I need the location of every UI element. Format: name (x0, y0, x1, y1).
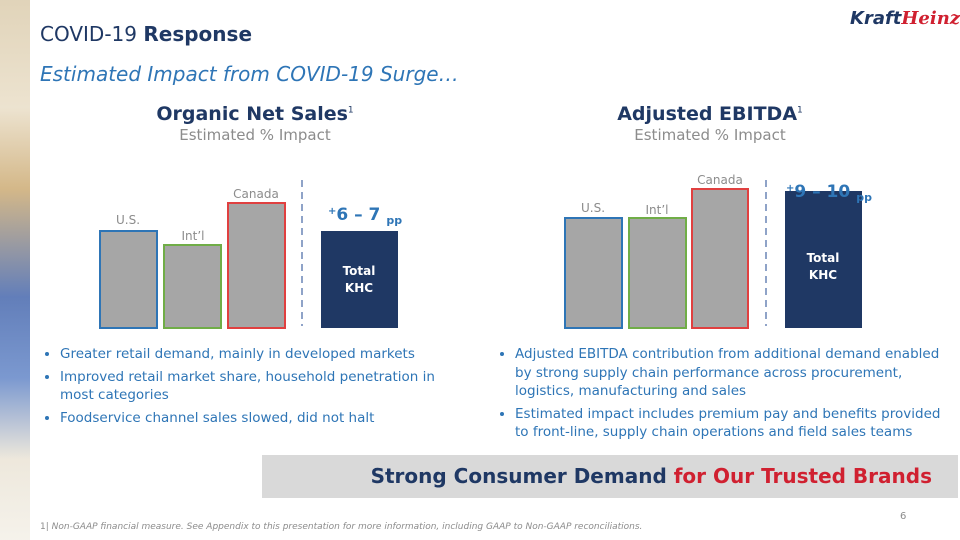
bar (628, 217, 687, 329)
bar-label: Int’l (646, 203, 669, 217)
background-strip (0, 0, 30, 540)
bar (99, 230, 158, 329)
impact-label: +6 – 7 pp (328, 205, 402, 227)
footnote: 1| Non-GAAP financial measure. See Appen… (40, 522, 642, 532)
logo: KraftHeinz (850, 8, 960, 29)
bullet: Adjusted EBITDA contribution from additi… (515, 345, 955, 401)
right-bullets: Adjusted EBITDA contribution from additi… (497, 345, 955, 446)
total-bar (785, 191, 862, 328)
title-bold: Response (143, 22, 253, 46)
bar (564, 217, 623, 329)
impact-range: 6 – 7 (336, 205, 380, 225)
banner-part: Strong Consumer Demand (370, 464, 667, 488)
logo-b: Heinz (901, 8, 960, 29)
bar (227, 202, 286, 329)
bullet: Improved retail market share, household … (60, 368, 440, 405)
banner-text: Strong Consumer Demand for Our Trusted B… (371, 464, 932, 488)
bar-label: U.S. (116, 213, 140, 227)
impact-label: +9 – 10 pp (786, 182, 872, 204)
bar (163, 244, 222, 329)
total-label: Total (807, 251, 840, 265)
total-bar (321, 231, 398, 328)
bullet: Estimated impact includes premium pay an… (515, 405, 955, 442)
total-label: KHC (345, 281, 373, 295)
footnote-ref: 1 (797, 105, 803, 116)
banner: Strong Consumer Demand for Our Trusted B… (262, 455, 958, 498)
heading-text: Adjusted EBITDA (617, 103, 798, 125)
right-heading: Adjusted EBITDA1 (580, 103, 840, 125)
heading-text: Organic Net Sales (156, 103, 348, 125)
left-bullets: Greater retail demand, mainly in develop… (42, 345, 440, 431)
title: COVID-19 Response (40, 22, 252, 46)
title-text: COVID-19 (40, 22, 138, 46)
impact-sign: + (328, 206, 336, 217)
total-label: KHC (809, 268, 837, 282)
footnote-ref: 1| (40, 522, 49, 532)
footnote-ref: 1 (347, 105, 354, 116)
banner-part: for Our Trusted Brands (673, 464, 932, 488)
bar-label: Int’l (182, 229, 205, 243)
impact-sign: + (786, 183, 794, 194)
left-heading: Organic Net Sales1 (125, 103, 385, 125)
impact-unit: pp (386, 214, 402, 227)
logo-a: Kraft (850, 8, 902, 29)
bar-label: Canada (697, 173, 743, 187)
page-number: 6 (900, 511, 907, 522)
right-subheading: Estimated % Impact (634, 126, 786, 144)
bar-label: Canada (233, 187, 279, 201)
bar (691, 188, 749, 329)
bullet: Foodservice channel sales slowed, did no… (60, 409, 440, 428)
bullet: Greater retail demand, mainly in develop… (60, 345, 440, 364)
impact-unit: pp (856, 191, 872, 204)
subtitle: Estimated Impact from COVID-19 Surge… (40, 62, 459, 86)
total-label: Total (343, 264, 376, 278)
footnote-text: Non-GAAP financial measure. See Appendix… (51, 522, 643, 532)
bar-label: U.S. (581, 201, 605, 215)
left-subheading: Estimated % Impact (179, 126, 331, 144)
impact-range: 9 – 10 (794, 182, 850, 202)
